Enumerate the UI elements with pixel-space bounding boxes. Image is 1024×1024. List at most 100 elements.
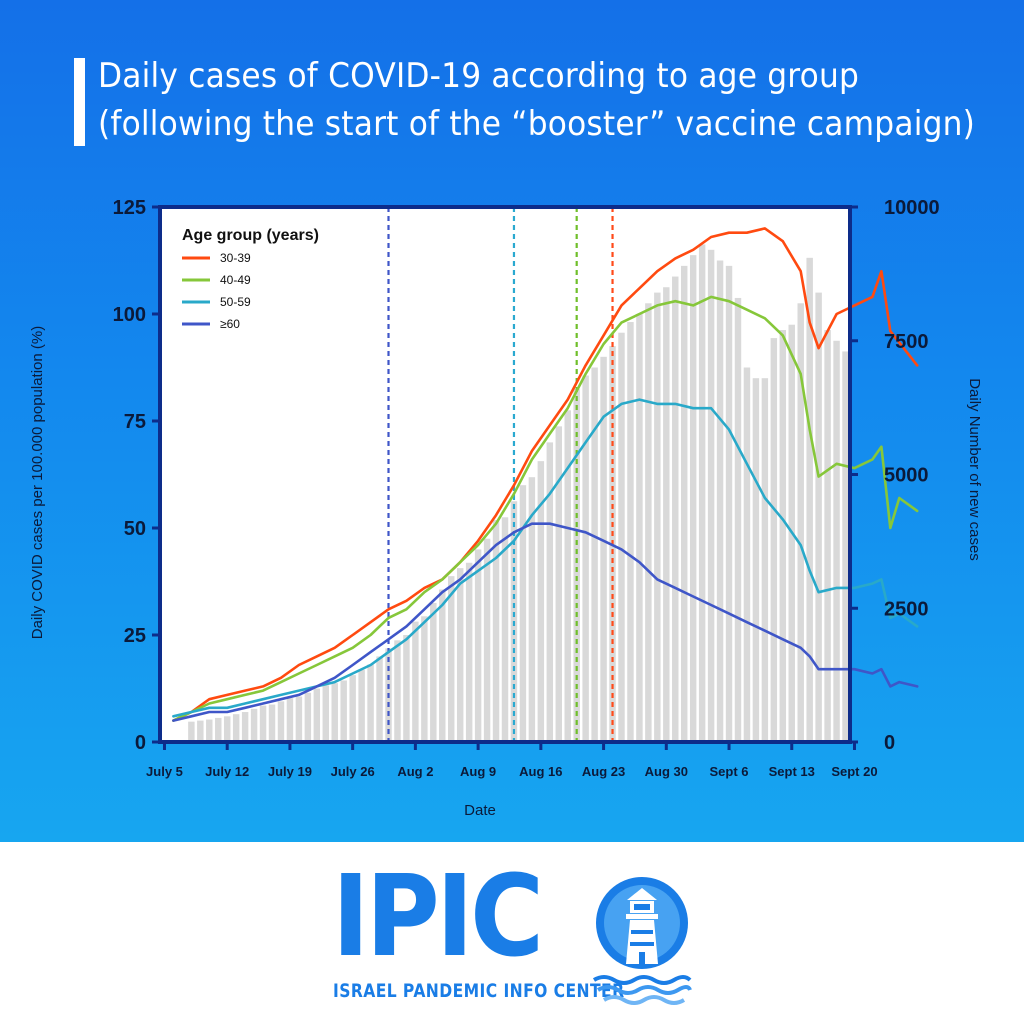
bar	[286, 698, 294, 742]
brand-subtitle: ISRAEL PANDEMIC INFO CENTER	[333, 980, 625, 1002]
bar	[725, 265, 733, 742]
series-line-50-59	[172, 398, 919, 718]
bar	[448, 576, 455, 742]
bar	[600, 356, 607, 742]
bar	[842, 351, 849, 742]
bar	[698, 244, 706, 742]
x-tick-label: Aug 16	[519, 764, 562, 779]
bar	[797, 303, 804, 742]
series-line-≥60	[172, 522, 919, 722]
lighthouse-icon	[592, 877, 692, 1005]
bar	[259, 705, 267, 742]
bar	[439, 589, 446, 742]
bar	[403, 635, 410, 742]
footer	[0, 842, 1024, 1024]
bar	[689, 255, 697, 742]
legend-label: 30-39	[220, 251, 251, 265]
bar	[582, 375, 589, 742]
bar	[528, 477, 536, 742]
bar	[555, 426, 562, 742]
x-tick-label: Aug 2	[397, 764, 433, 779]
bar	[358, 669, 365, 742]
bar	[376, 656, 383, 742]
bar	[322, 685, 330, 742]
title-accent-bar	[74, 58, 85, 146]
y-right-tick-label: 0	[884, 732, 895, 754]
bar	[206, 719, 213, 742]
bar	[304, 692, 312, 742]
bar	[188, 721, 195, 742]
bar	[421, 616, 428, 742]
title-line-2: (following the start of the “booster” va…	[98, 104, 976, 144]
bar	[824, 330, 831, 742]
bar	[663, 287, 670, 742]
bar	[734, 297, 742, 742]
x-tick-label: Aug 30	[645, 764, 688, 779]
y-right-tick-label: 10000	[884, 197, 940, 219]
x-tick-label: July 12	[205, 764, 249, 779]
y-left-tick-label: 25	[124, 625, 146, 647]
bar	[232, 714, 240, 742]
bar	[564, 410, 571, 742]
bar	[537, 461, 545, 742]
brand-logo-text: IPIC	[332, 852, 544, 982]
y-left-tick-label: 100	[113, 304, 146, 326]
bar	[672, 276, 679, 742]
bar	[501, 517, 509, 742]
y-left-axis-title: Daily COVID cases per 100.000 population…	[29, 326, 46, 640]
bar	[707, 249, 715, 743]
x-tick-label: Sept 6	[710, 764, 749, 779]
x-axis-title: Date	[464, 802, 496, 819]
bar	[573, 388, 580, 742]
bar	[546, 442, 554, 742]
bar	[367, 664, 374, 742]
legend-label: 40-49	[220, 273, 251, 287]
bar	[250, 708, 258, 742]
bar	[430, 602, 437, 742]
chart: 0 25 50 75 100 125 0 2500 5000 7500 10000 July 5 Jul…	[29, 197, 983, 819]
page-title: Daily cases of COVID-19 according to age…	[98, 52, 976, 148]
bar	[761, 378, 769, 742]
bar	[456, 568, 464, 742]
y-left-tick-label: 75	[124, 411, 146, 433]
legend-label: 50-59	[220, 295, 251, 309]
bar	[743, 367, 751, 742]
y-right-tick-label: 7500	[884, 331, 929, 353]
bar	[474, 549, 482, 742]
bar	[197, 720, 204, 742]
y-right-tick-label: 5000	[884, 465, 929, 487]
bar	[770, 338, 778, 742]
bar	[654, 292, 661, 742]
y-right-axis-title: Daily Number of new cases	[966, 378, 983, 561]
y-left-tick-label: 50	[124, 518, 146, 540]
bar	[716, 260, 724, 742]
bar	[295, 696, 303, 742]
bar	[349, 675, 356, 742]
bar	[627, 322, 634, 742]
bar	[806, 257, 813, 742]
bar	[680, 265, 688, 742]
bar	[412, 621, 419, 742]
x-tick-label: July 5	[146, 764, 183, 779]
bar	[636, 314, 643, 742]
bar	[394, 640, 401, 742]
y-right-tick-label: 2500	[884, 598, 929, 620]
bar	[483, 538, 491, 742]
bar	[752, 378, 760, 742]
bar	[815, 292, 822, 742]
bar	[591, 367, 598, 742]
series-line-30-39	[172, 227, 919, 722]
x-tick-label: Sept 13	[769, 764, 815, 779]
legend-label: ≥60	[220, 317, 240, 331]
bar	[223, 716, 231, 742]
x-tick-label: Aug 9	[460, 764, 496, 779]
bar	[645, 303, 652, 742]
y-left-tick-label: 125	[113, 197, 146, 219]
bar	[215, 717, 222, 742]
bar	[241, 712, 249, 742]
y-left-tick-label: 0	[135, 732, 146, 754]
bar	[331, 683, 338, 742]
bar	[618, 332, 625, 742]
bar	[268, 704, 276, 742]
bar	[492, 519, 500, 742]
